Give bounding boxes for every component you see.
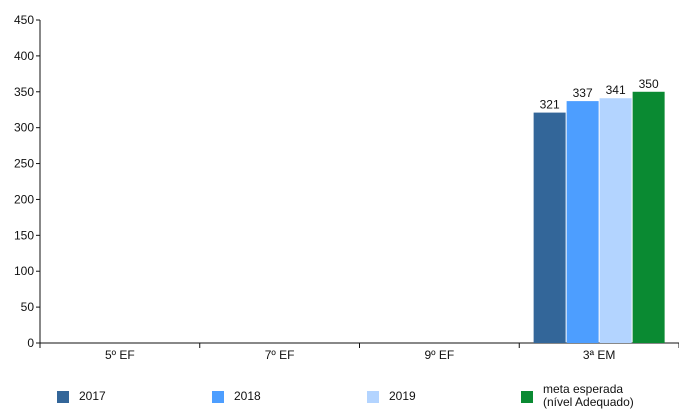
bar-value-label: 337 — [573, 86, 593, 100]
bar — [632, 91, 665, 344]
legend-label: 2019 — [389, 389, 416, 403]
legend-swatch — [212, 391, 224, 403]
legend-label: meta esperada (nível Adequado) — [543, 382, 634, 409]
bar — [599, 98, 632, 343]
data-labels: 321 337 341 350 — [540, 77, 659, 112]
y-tick-label: 200 — [14, 192, 34, 206]
bar-value-label: 350 — [639, 77, 659, 91]
legend: 2017 2018 2019 meta esperada (nível Adequad… — [0, 380, 679, 410]
y-tick-label: 350 — [14, 85, 34, 99]
y-tick-label: 50 — [21, 300, 35, 314]
y-tick-label: 300 — [14, 121, 34, 135]
bar-value-label: 341 — [606, 83, 626, 97]
bars — [533, 91, 665, 344]
y-axis: 0 50 100 150 200 250 300 350 400 450 — [14, 13, 41, 350]
x-category-label: 5º EF — [105, 348, 135, 362]
legend-item: 2018 — [212, 380, 261, 403]
x-category-label: 9º EF — [425, 348, 455, 362]
bar — [566, 101, 599, 343]
bar — [533, 112, 566, 344]
y-tick-label: 100 — [14, 264, 34, 278]
x-category-label: 3ª EM — [583, 348, 615, 362]
legend-label: 2018 — [234, 389, 261, 403]
x-axis: 5º EF 7º EF 9º EF 3ª EM — [39, 342, 679, 362]
y-tick-label: 400 — [14, 49, 34, 63]
y-tick-label: 0 — [27, 336, 34, 350]
legend-item: 2019 — [367, 380, 416, 403]
y-tick-label: 150 — [14, 228, 34, 242]
legend-swatch — [367, 391, 379, 403]
legend-swatch — [57, 391, 69, 403]
legend-item: meta esperada (nível Adequado) — [521, 380, 634, 409]
legend-item: 2017 — [57, 380, 106, 403]
y-tick-label: 250 — [14, 157, 34, 171]
bar-chart: 0 50 100 150 200 250 300 350 400 450 5º EF 7º EF 9º… — [14, 13, 679, 362]
legend-swatch — [521, 391, 533, 403]
y-tick-label: 450 — [14, 13, 34, 27]
x-category-label: 7º EF — [265, 348, 295, 362]
bar-value-label: 321 — [540, 98, 560, 112]
legend-label: 2017 — [79, 389, 106, 403]
